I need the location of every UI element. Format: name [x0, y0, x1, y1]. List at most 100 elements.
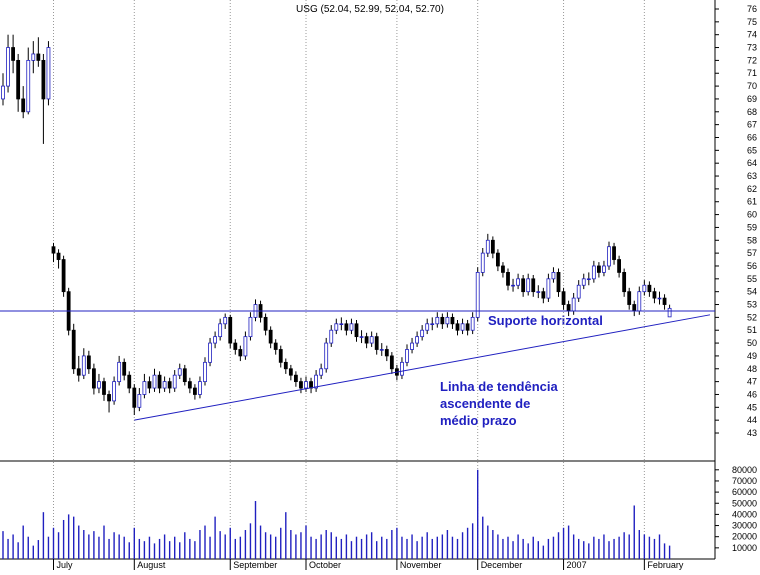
volume-bar: [557, 532, 560, 559]
candle-body: [536, 291, 541, 293]
candle-body: [304, 381, 308, 389]
candle-body: [607, 246, 611, 267]
candle-body: [167, 381, 172, 389]
candle-body: [31, 53, 36, 61]
volume-bar: [572, 534, 575, 559]
trend-label: médio prazo: [440, 413, 517, 428]
volume-bar: [583, 541, 585, 559]
volume-bar: [471, 523, 474, 559]
x-tick-label: September: [233, 560, 277, 570]
candle-body: [147, 381, 152, 389]
volume-bar: [194, 541, 196, 559]
candle-body: [61, 259, 66, 293]
y-tick-label: 45: [747, 402, 757, 412]
volume-bar: [532, 536, 534, 559]
candle-body: [506, 272, 510, 286]
volume-bar: [355, 536, 358, 559]
candle-body: [182, 368, 187, 383]
candle-body: [112, 381, 116, 402]
candle-body: [379, 349, 384, 351]
y-tick-label: 52: [747, 312, 757, 322]
candle-body: [238, 349, 243, 357]
volume-tick-label: 20000: [732, 532, 757, 542]
candle-body: [410, 342, 414, 350]
volume-tick-label: 80000: [732, 465, 757, 475]
volume-bar: [345, 534, 348, 559]
volume-bar: [2, 531, 4, 559]
candle-body: [122, 361, 127, 376]
y-tick-label: 74: [747, 30, 757, 40]
volume-bar: [588, 543, 590, 559]
candle-body: [339, 323, 344, 325]
candle-body: [485, 239, 490, 254]
volume-bar: [330, 532, 332, 559]
y-tick-label: 72: [747, 55, 757, 65]
volume-bar: [113, 532, 115, 559]
y-tick-label: 57: [747, 248, 757, 258]
volume-bar: [451, 536, 454, 559]
volume-bar: [542, 545, 545, 559]
volume-bar: [401, 536, 403, 559]
candle-body: [475, 272, 480, 318]
volume-bar: [552, 536, 555, 559]
candle-body: [273, 342, 278, 350]
volume-bar: [128, 542, 130, 559]
volume-tick-label: 70000: [732, 476, 757, 486]
volume-bar: [179, 542, 181, 559]
volume-bar: [567, 525, 570, 559]
candle-body: [576, 284, 581, 299]
candle-body: [36, 53, 41, 61]
volume-bar: [168, 541, 171, 559]
volume-bar: [396, 527, 398, 559]
candle-body: [480, 252, 485, 273]
y-tick-label: 54: [747, 287, 757, 297]
volume-bar: [7, 538, 9, 559]
candle-body: [405, 349, 409, 363]
candle-body: [349, 323, 354, 331]
volume-bar: [108, 538, 110, 559]
candle-body: [11, 47, 16, 61]
volume-bar: [431, 538, 433, 559]
candle-body: [455, 323, 460, 331]
volume-bar: [234, 538, 236, 559]
candle-body: [465, 323, 470, 331]
candle-body: [117, 361, 122, 383]
volume-bar: [295, 534, 297, 559]
x-tick-label: July: [57, 560, 74, 570]
volume-bar: [421, 536, 423, 559]
volume-bar: [204, 525, 206, 559]
volume-bar: [386, 538, 388, 559]
y-tick-label: 63: [747, 171, 757, 181]
candle-body: [107, 394, 111, 402]
y-tick-label: 56: [747, 261, 757, 271]
candle-body: [511, 284, 515, 287]
volume-bar: [67, 514, 70, 559]
volume-bar: [598, 538, 600, 559]
candle-body: [460, 323, 465, 331]
y-tick-label: 64: [747, 158, 757, 168]
candle-body: [192, 387, 197, 395]
volume-bar: [118, 534, 120, 559]
volume-bar: [668, 545, 671, 559]
volume-bar: [83, 530, 85, 559]
volume-bar: [376, 541, 378, 559]
volume-bar: [456, 538, 459, 559]
volume-bar: [643, 534, 646, 559]
volume-bar: [441, 534, 444, 559]
candle-body: [369, 336, 374, 344]
x-tick-label: August: [137, 560, 166, 570]
candle-body: [637, 291, 642, 312]
volume-bar: [27, 536, 29, 559]
candle-body: [566, 304, 571, 312]
volume-bar: [613, 538, 615, 559]
candle-body: [551, 272, 556, 280]
volume-bar: [340, 538, 343, 559]
candle-body: [541, 291, 546, 299]
candle-body: [162, 381, 167, 389]
volume-bar: [335, 536, 337, 559]
candle-body: [445, 316, 450, 325]
y-tick-label: 48: [747, 364, 757, 374]
candle-body: [152, 374, 157, 389]
volume-bar: [290, 530, 292, 559]
